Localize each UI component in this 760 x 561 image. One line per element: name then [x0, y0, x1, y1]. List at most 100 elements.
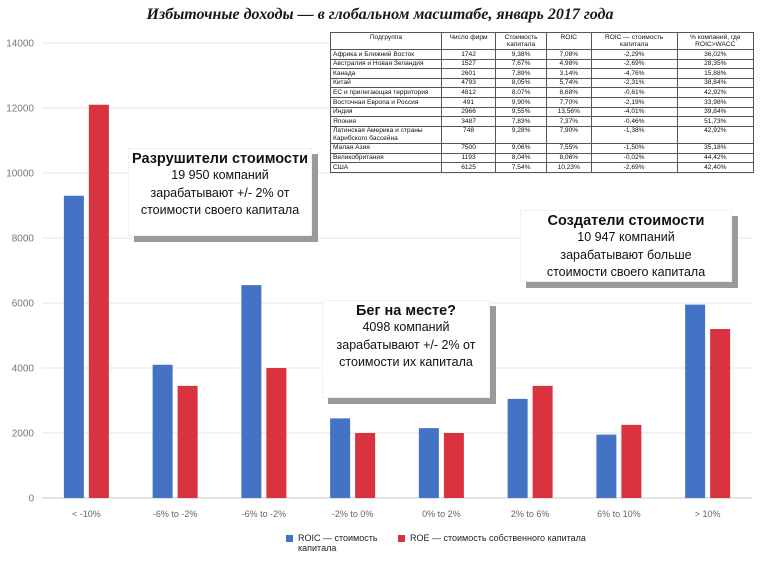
running-in-place-callout: Бег на месте? 4098 компаний зарабатывают… — [322, 300, 490, 398]
value-creators-callout: Создатели стоимости 10 947 компаний зара… — [520, 210, 732, 282]
table-header: Стоимость капитала — [495, 31, 547, 51]
table-header: ROIC — [545, 31, 592, 51]
x-category-label: -2% to 0% — [332, 509, 374, 519]
table-cell: -4,76% — [590, 68, 678, 79]
callout-line: стоимости своего капитала — [546, 265, 706, 279]
table-cell: 5,74% — [545, 77, 592, 89]
table-header: Число фирм — [440, 31, 497, 51]
x-category-label: 0% to 2% — [422, 509, 461, 519]
table-cell: -0,02% — [590, 152, 678, 164]
table-cell: -2,29% — [590, 49, 678, 60]
table-cell: 7500 — [440, 142, 497, 154]
table-cell: Индия — [330, 106, 442, 118]
regional-roic-table: Подгруппа Число фирм Стоимость капитала … — [330, 31, 755, 173]
bar-roe — [88, 104, 109, 498]
table-cell: 1193 — [440, 152, 497, 164]
table-cell: Африка и Ближний Восток — [330, 49, 442, 60]
table-row: ЕС и прилегающая территория 4812 8,07% 8,68… — [330, 87, 755, 99]
table-cell: 36,02% — [676, 49, 755, 60]
table-cell: 9,28% — [495, 125, 547, 144]
table-cell: 9,55% — [495, 106, 547, 118]
value-destroyers-callout: Разрушители стоимости 19 950 компаний за… — [128, 148, 312, 236]
callout-line: стоимости их капитала — [339, 355, 473, 369]
table-row: Латинская Америка и страны Карибского ба… — [330, 125, 755, 144]
table-cell: Великобритания — [330, 152, 442, 164]
legend-label: ROE — стоимость собственного капитала — [410, 533, 586, 543]
callout-line: зарабатывают больше — [560, 247, 692, 262]
table-cell: -2,19% — [590, 97, 678, 108]
x-category-label: > 10% — [695, 509, 721, 519]
table-cell: 1742 — [440, 49, 497, 60]
table-cell: 491 — [440, 97, 497, 108]
table-cell: 9,06% — [495, 142, 547, 154]
table-cell: 42,92% — [676, 125, 755, 144]
table-cell: 1527 — [440, 58, 497, 70]
table-row: Восточная Европа и Россия 491 9,90% 7,70% -2… — [330, 97, 755, 108]
bar-roe — [710, 329, 731, 498]
table-header: % компаний, где ROIC>WACC — [676, 31, 755, 51]
table-cell: 13,56% — [545, 106, 592, 118]
y-tick-label: 4000 — [12, 364, 35, 375]
bar-roic — [507, 398, 528, 498]
table-header-row: Подгруппа Число фирм Стоимость капитала … — [330, 31, 755, 51]
table-cell: 8,07% — [495, 87, 547, 99]
table-cell: 7,67% — [495, 58, 547, 70]
table-body: Африка и Ближний Восток 1742 9,38% 7,08% -2,… — [330, 49, 755, 173]
table-cell: 7,08% — [545, 49, 592, 60]
callout-line: зарабатывают +/- 2% от — [150, 185, 290, 200]
table-cell: США — [330, 162, 442, 173]
table-row: Африка и Ближний Восток 1742 9,38% 7,08% -2,… — [330, 49, 755, 60]
table-cell: -0,61% — [590, 87, 678, 99]
table-cell: 7,54% — [495, 162, 547, 173]
table-cell: -0,46% — [590, 116, 678, 127]
y-tick-label: 14000 — [6, 39, 34, 50]
table-cell: Китай — [330, 77, 442, 89]
x-category-label: < -10% — [72, 509, 101, 519]
table-cell: 51,73% — [676, 116, 755, 127]
callout-line: стоимости своего капитала — [140, 203, 300, 217]
x-category-label: -6% to -2% — [153, 509, 198, 519]
table-row: Индия 2966 9,55% 13,56% -4,01% 39,84% — [330, 106, 755, 118]
table-row: Япония 3487 7,83% 7,37% -0,46% 51,73% — [330, 116, 755, 127]
table-cell: 15,88% — [676, 68, 755, 79]
table-cell: 4812 — [440, 87, 497, 99]
legend-item-roe: ROE — стоимость собственного капитала — [398, 533, 598, 543]
table-cell: 7,89% — [495, 68, 547, 79]
table-row: Малая Азия 7500 9,06% 7,55% -1,50% 35,18% — [330, 142, 755, 154]
table-cell: -2,31% — [590, 77, 678, 89]
callout-line: 19 950 компаний — [171, 168, 269, 182]
table-cell: 3487 — [440, 116, 497, 127]
table-cell: 8,05% — [495, 77, 547, 89]
legend-label: ROIC — стоимость капитала — [298, 533, 378, 553]
table-cell: Япония — [330, 116, 442, 127]
table-row: Австралия и Новая Зеландия 1527 7,67% 4,98%… — [330, 58, 755, 70]
table-cell: Восточная Европа и Россия — [330, 97, 442, 108]
table-row: Китай 4793 8,05% 5,74% -2,31% 38,84% — [330, 77, 755, 89]
y-axis-ticks: 0 2000 4000 6000 8000 10000 12000 14000 — [6, 39, 34, 505]
callout-heading: Создатели стоимости — [547, 213, 705, 229]
bar-roic — [596, 434, 617, 498]
table-cell: -1,50% — [590, 142, 678, 154]
table-cell: 7,55% — [545, 142, 592, 154]
callout-heading: Бег на месте? — [355, 303, 457, 319]
table-cell: -4,01% — [590, 106, 678, 118]
table-row: США 6125 7,54% 10,23% -2,69% 42,40% — [330, 162, 755, 173]
table-cell: 8,68% — [545, 87, 592, 99]
table-header: Подгруппа — [330, 31, 442, 51]
table-cell: 7,90% — [545, 125, 592, 144]
bar-roe — [532, 385, 553, 498]
table-cell: Малая Азия — [330, 142, 442, 154]
table-cell: -2,69% — [590, 162, 678, 173]
table-cell: 8,06% — [545, 152, 592, 164]
bar-roe — [177, 385, 198, 498]
table-cell: 35,18% — [676, 142, 755, 154]
bar-roe — [266, 368, 287, 498]
x-category-label: 2% to 6% — [511, 509, 550, 519]
table-cell: 3,14% — [545, 68, 592, 79]
bar-roic — [685, 304, 706, 498]
x-category-label: -6% to -2% — [242, 509, 287, 519]
legend-item-roic: ROIC — стоимость капитала — [286, 533, 394, 553]
bar-roic — [241, 285, 262, 498]
table-cell: Латинская Америка и страны Карибского ба… — [330, 125, 442, 144]
y-tick-label: 12000 — [6, 104, 34, 115]
